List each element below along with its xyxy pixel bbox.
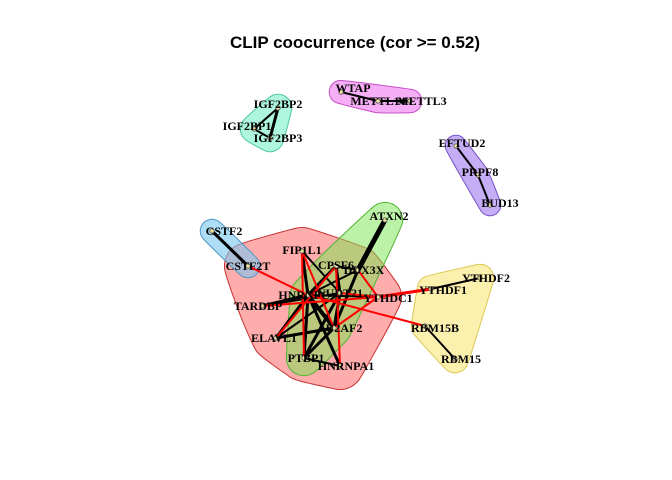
edge-ythdc1-ythdf1 <box>376 287 433 299</box>
node-label-cpsf6: CPSF6 <box>318 258 354 272</box>
node-label-ptbp1: PTBP1 <box>288 351 325 365</box>
edge-igf2bp1-igf2bp3 <box>253 128 271 139</box>
node-rbm15 <box>452 356 458 362</box>
node-mettl14 <box>375 98 381 104</box>
node-eftud2 <box>453 143 459 149</box>
node-atxn2 <box>382 217 388 223</box>
edge-u2af2-elavl1 <box>274 326 336 340</box>
node-label-mettl14: METTL14 <box>350 94 405 108</box>
edge-ptbp1-fip1l1 <box>301 250 305 359</box>
node-label-rbm15b: RBM15B <box>411 321 459 335</box>
node-tardbp <box>259 303 265 309</box>
edge-ptbp1-hnrnpa1 <box>303 357 341 367</box>
node-bud13 <box>487 202 493 208</box>
node-elavl1 <box>273 335 279 341</box>
edges <box>210 91 491 368</box>
node-label-cstf2: CSTF2 <box>206 224 243 238</box>
edge-fip1l1-u2af2 <box>301 250 335 329</box>
node-label-mettl3: METTL3 <box>397 94 446 108</box>
edge-ythdc1-u2af2 <box>333 296 379 329</box>
node-hnrnpc <box>305 292 311 298</box>
node-label-ddx3x: DDX3X <box>344 263 385 277</box>
edge-hnrnpa1-cpsf6 <box>335 265 341 367</box>
node-fip1l1 <box>299 248 305 254</box>
node-label-hnrnpc: HNRNPC <box>278 288 329 302</box>
node-label-igf2bp2: IGF2BP2 <box>254 97 303 111</box>
node-label-tardbp: TARDBP <box>234 299 282 313</box>
edge-eftud2-prpf8 <box>455 145 479 176</box>
node-nudt21 <box>337 290 343 296</box>
node-u2af2 <box>331 325 337 331</box>
node-label-elavl1: ELAVL1 <box>251 331 297 345</box>
node-mettl3 <box>407 98 413 104</box>
edge-igf2bp2-igf2bp1 <box>253 107 279 130</box>
edge-fip1l1-nudt21 <box>301 250 341 294</box>
edge-u2af2-ptbp1 <box>302 326 336 360</box>
edge-tardbp-ythdc1 <box>261 296 379 307</box>
nodes <box>209 89 493 369</box>
edge-nudt21-ptbp1 <box>302 291 342 360</box>
edge-hnrnpc-u2af2 <box>306 293 336 330</box>
node-label-u2af2: U2AF2 <box>326 321 363 335</box>
node-ptbp1 <box>301 355 307 361</box>
node-label-cstf2t: CSTF2T <box>226 259 271 273</box>
edge-ythdf1-ythdf2 <box>430 277 481 290</box>
node-label-bud13: BUD13 <box>481 196 518 210</box>
edge-prpf8-bud13 <box>477 174 491 206</box>
edge-cstf2t-hnrnpc <box>247 265 309 296</box>
node-label-eftud2: EFTUD2 <box>439 136 486 150</box>
node-label-ythdc1: YTHDC1 <box>363 291 412 305</box>
node-cstf2 <box>209 228 215 234</box>
node-igf2bp3 <box>267 135 273 141</box>
node-label-fip1l1: FIP1L1 <box>282 243 321 257</box>
node-label-igf2bp1: IGF2BP1 <box>223 119 272 133</box>
diagram-title: CLIP coocurrence (cor >= 0.52) <box>230 33 480 52</box>
edge-cpsf6-ddx3x <box>335 265 359 271</box>
edge-ddx3x-ythdc1 <box>357 269 379 298</box>
node-ythdf1 <box>428 286 434 292</box>
node-hnrnpa1 <box>337 363 343 369</box>
node-igf2bp2 <box>275 105 281 111</box>
node-prpf8 <box>475 172 481 178</box>
node-cpsf6 <box>333 263 339 269</box>
node-label-ythdf1: YTHDF1 <box>419 283 467 297</box>
node-label-atxn2: ATXN2 <box>369 209 408 223</box>
edge-wtap-mettl14 <box>340 91 379 102</box>
node-label-igf2bp3: IGF2BP3 <box>254 131 303 145</box>
edge-cstf2-cstf2t <box>210 229 250 268</box>
node-label-rbm15: RBM15 <box>441 352 481 366</box>
node-label-hnrnpa1: HNRNPA1 <box>318 359 374 373</box>
group-5-hull <box>328 79 423 114</box>
edge-rbm15b-rbm15 <box>424 325 456 360</box>
node-ythdf2 <box>477 275 483 281</box>
node-label-ythdf2: YTHDF2 <box>462 271 510 285</box>
node-label-nudt21: NUDT21 <box>317 286 363 300</box>
edge-igf2bp2-igf2bp3 <box>268 106 280 140</box>
node-ythdc1 <box>375 294 381 300</box>
edge-nudt21-ythdc1 <box>339 292 379 298</box>
node-label-prpf8: PRPF8 <box>462 165 499 179</box>
node-wtap <box>338 89 344 95</box>
edge-atxn2-ddx3x <box>355 217 388 273</box>
node-cstf2t <box>245 263 251 269</box>
node-label-wtap: WTAP <box>335 81 370 95</box>
node-igf2bp1 <box>251 126 257 132</box>
node-ddx3x <box>355 267 361 273</box>
node-rbm15b <box>422 323 428 329</box>
